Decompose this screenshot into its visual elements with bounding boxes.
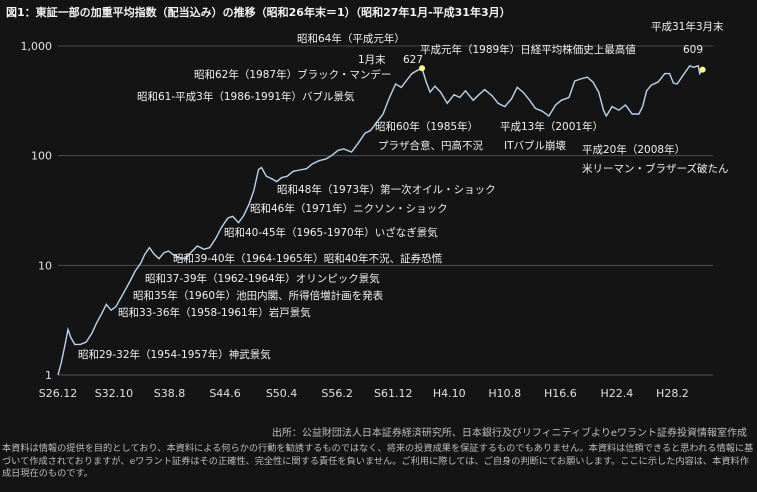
annotation: 昭和40-45年（1965-1970年）いざなぎ景気 (224, 226, 438, 239)
annotation: 昭和60年（1985年） (375, 120, 478, 133)
annotation: 昭和46年（1971年）ニクソン・ショック (250, 202, 448, 215)
disclaimer-text: 本資料は情報の提供を目的としており、本資料による何らかの行動を勧誘するものではな… (2, 443, 754, 479)
annotation: 昭和48年（1973年）第一次オイル・ショック (277, 183, 496, 196)
x-tick-label: S26.12 (39, 387, 77, 400)
annotation: プラザ合意、円高不況 (378, 139, 483, 152)
x-tick-label: S38.8 (154, 387, 185, 400)
annotation: 米リーマン・ブラザーズ破たん (582, 162, 728, 175)
x-tick-label: H22.4 (600, 387, 633, 400)
annotation: 昭和29-32年（1954-1957年）神武景気 (78, 348, 271, 361)
y-tick-label: 10 (38, 259, 52, 272)
y-tick-label: 100 (31, 150, 52, 163)
x-tick-label: S32.10 (95, 387, 133, 400)
annotation: 昭和33-36年（1958-1961年）岩戸景気 (118, 306, 311, 319)
x-tick-label: S61.12 (374, 387, 412, 400)
annotation: 609 (683, 44, 703, 56)
annotation: 昭和39-40年（1964-1965年）昭和40年不況、証券恐慌 (173, 252, 443, 265)
annotation: 昭和61-平成3年（1986-1991年）バブル景気 (137, 90, 355, 103)
x-tick-label: S56.2 (321, 387, 352, 400)
x-tick-label: H28.2 (656, 387, 689, 400)
y-tick-label: 1,000 (21, 40, 53, 53)
source-note: 出所：公益財団法人日本証券経済研究所、日本銀行及びリフィニティブよりeワラント証… (271, 428, 747, 439)
event-annotations: 昭和64年（平成元年） 1月末 627平成元年（1989年）日経平均株価史上最高値昭… (78, 20, 728, 361)
gridlines (58, 45, 713, 376)
highlight-markers (419, 65, 706, 73)
chart-title: 図1：東証一部の加重平均指数（配当込み）の推移（昭和26年末＝1）（昭和27年1… (6, 6, 511, 19)
annotation: 平成元年（1989年）日経平均株価史上最高値 (420, 43, 636, 56)
annotation: 昭和62年（1987年）ブラック・マンデー (194, 68, 391, 81)
annotation: 昭和64年（平成元年） (297, 32, 405, 45)
x-tick-label: S50.4 (266, 387, 297, 400)
annotation: 1月末 (358, 53, 386, 66)
annotation: 昭和35年（1960年）池田内閣、所得倍増計画を発表 (133, 289, 384, 302)
highlight-point (699, 66, 706, 73)
y-tick-label: 1 (45, 369, 52, 382)
annotation: 627 (403, 54, 423, 66)
highlight-point (419, 65, 426, 72)
y-tick-labels: 1 10 100 1,000 (21, 40, 53, 382)
x-tick-label: H4.10 (433, 387, 466, 400)
annotation: ITバブル崩壊 (504, 139, 567, 152)
annotation: 平成31年3月末 (651, 20, 724, 33)
x-tick-label: H16.6 (544, 387, 577, 400)
index-series-line (57, 64, 704, 376)
annotation: 昭和37-39年（1962-1964年）オリンピック景気 (145, 272, 380, 285)
annotation: 平成20年（2008年） (582, 143, 685, 156)
annotation: 平成13年（2001年） (500, 120, 603, 133)
x-tick-labels: S26.12 S32.10 S38.8 S44.6 S50.4 S56.2 S61.12 H4… (39, 387, 689, 400)
x-tick-label: S44.6 (209, 387, 240, 400)
x-tick-label: H10.8 (488, 387, 521, 400)
